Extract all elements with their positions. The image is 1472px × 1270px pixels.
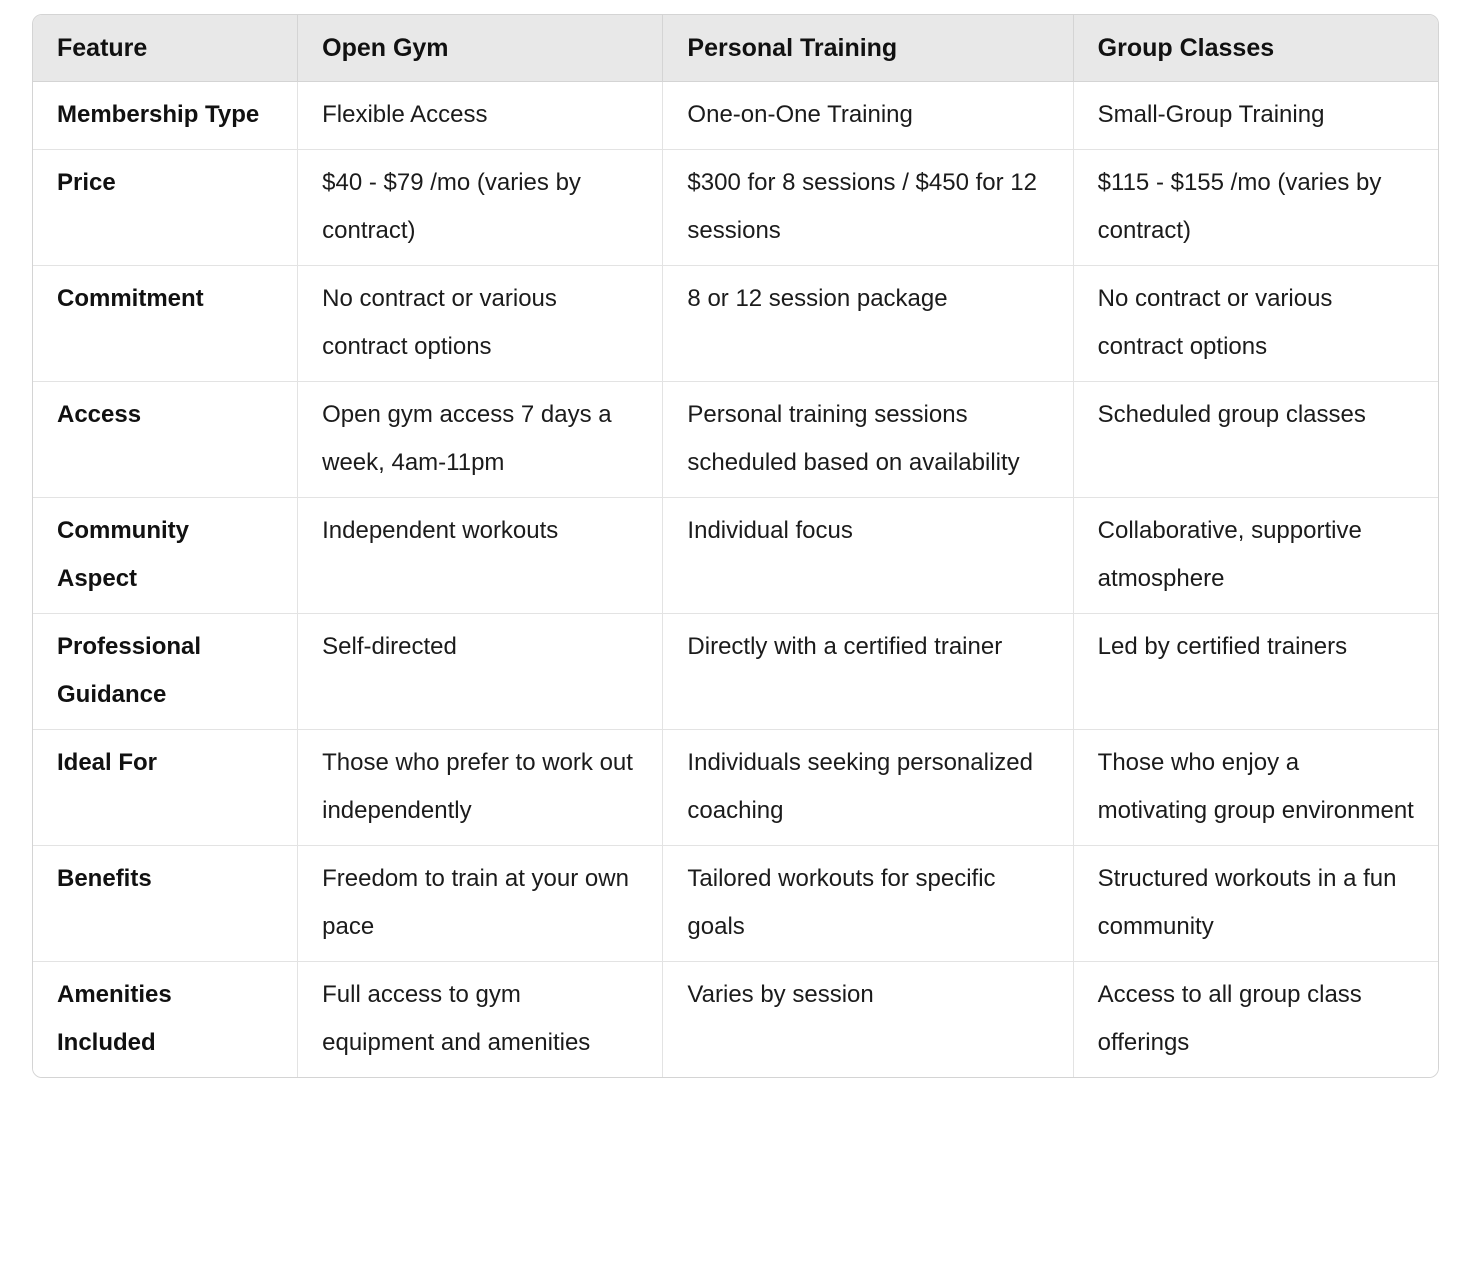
table-cell: 8 or 12 session package	[662, 265, 1073, 382]
table-cell: Individuals seeking personalized coachin…	[662, 729, 1073, 846]
feature-label: Commitment	[33, 265, 298, 382]
table-cell: No contract or various contract options	[297, 265, 663, 382]
table-row: Membership Type Flexible Access One-on-One…	[33, 82, 1438, 150]
feature-label: Price	[33, 149, 298, 266]
table-row: Access Open gym access 7 days a week, 4am…	[33, 381, 1438, 498]
table-cell: Individual focus	[662, 497, 1073, 614]
table-cell: Those who prefer to work out independent…	[297, 729, 663, 846]
table-row: Benefits Freedom to train at your own pac…	[33, 845, 1438, 962]
table-row: Amenities Included Full access to gym equ…	[33, 961, 1438, 1078]
table-cell: $300 for 8 sessions / $450 for 12 sessio…	[662, 149, 1073, 266]
table-cell: Tailored workouts for specific goals	[662, 845, 1073, 962]
column-header: Open Gym	[297, 15, 663, 83]
table-row: Price $40 - $79 /mo (varies by contract) $…	[33, 149, 1438, 266]
table-cell: Self-directed	[297, 613, 663, 730]
feature-label: Community Aspect	[33, 497, 298, 614]
table-cell: $115 - $155 /mo (varies by contract)	[1072, 149, 1438, 266]
table-cell: Open gym access 7 days a week, 4am-11pm	[297, 381, 663, 498]
table-cell: No contract or various contract options	[1072, 265, 1438, 382]
table-cell: Led by certified trainers	[1072, 613, 1438, 730]
table-cell: Flexible Access	[297, 82, 663, 150]
table-cell: Collaborative, supportive atmosphere	[1072, 497, 1438, 614]
table-cell: Structured workouts in a fun community	[1072, 845, 1438, 962]
table-cell: Directly with a certified trainer	[662, 613, 1073, 730]
table-cell: Full access to gym equipment and ameniti…	[297, 961, 663, 1078]
table-cell: Personal training sessions scheduled bas…	[662, 381, 1073, 498]
table-cell: Scheduled group classes	[1072, 381, 1438, 498]
feature-label: Ideal For	[33, 729, 298, 846]
header-row: Feature Open Gym Personal Training Group Cl…	[33, 15, 1438, 83]
column-header: Personal Training	[662, 15, 1073, 83]
feature-label: Amenities Included	[33, 961, 298, 1078]
table-cell: Varies by session	[662, 961, 1073, 1078]
comparison-table: Feature Open Gym Personal Training Group Cl…	[32, 14, 1439, 1079]
column-header: Group Classes	[1072, 15, 1438, 83]
table-cell: Those who enjoy a motivating group envir…	[1072, 729, 1438, 846]
table-row: Commitment No contract or various contrac…	[33, 265, 1438, 382]
table-row: Ideal For Those who prefer to work out in…	[33, 729, 1438, 846]
table-row: Professional Guidance Self-directed Direct…	[33, 613, 1438, 730]
feature-label: Membership Type	[33, 82, 298, 150]
feature-label: Benefits	[33, 845, 298, 962]
table-cell: One-on-One Training	[662, 82, 1073, 150]
feature-label: Professional Guidance	[33, 613, 298, 730]
table-cell: Small-Group Training	[1072, 82, 1438, 150]
table-cell: $40 - $79 /mo (varies by contract)	[297, 149, 663, 266]
table-cell: Access to all group class offerings	[1072, 961, 1438, 1078]
column-header: Feature	[33, 15, 298, 83]
feature-label: Access	[33, 381, 298, 498]
table-cell: Independent workouts	[297, 497, 663, 614]
table-cell: Freedom to train at your own pace	[297, 845, 663, 962]
table-row: Community Aspect Independent workouts Indi…	[33, 497, 1438, 614]
table-body: Membership Type Flexible Access One-on-One…	[33, 82, 1438, 1078]
